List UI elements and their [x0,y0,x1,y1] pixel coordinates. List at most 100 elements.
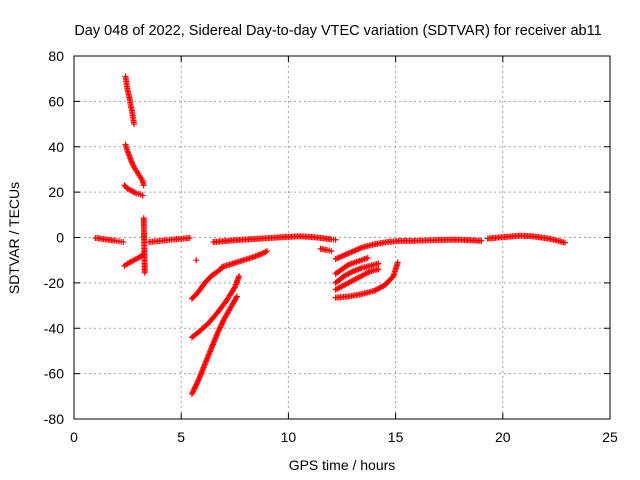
data-point [249,254,256,261]
data-series [193,257,200,264]
data-point [326,247,333,254]
data-point [228,261,235,268]
data-series [92,234,127,246]
data-point [218,321,225,328]
tick-labels: 0 5 10 15 20 25 -80 -60 -40 -20 0 20 40 60 80 [44,48,618,445]
data-point [219,318,226,325]
data-point [212,270,219,277]
data-point [127,101,134,108]
data-point [356,265,363,272]
x-axis-label: GPS time / hours [289,457,396,473]
data-series [122,141,147,189]
data-point [140,180,147,187]
x-tick-label: 25 [602,429,618,445]
data-point [369,288,376,295]
data-point [118,238,125,245]
data-point [128,105,135,112]
data-point [206,275,213,282]
data-point [122,261,129,268]
y-tick-label: 40 [48,139,64,155]
x-tick-label: 20 [495,429,511,445]
x-tick-label: 10 [281,429,297,445]
data-series [317,245,335,255]
y-tick-label: 20 [48,184,64,200]
data-point [553,237,560,244]
data-point [192,382,199,389]
data-point [192,384,199,391]
data-point [134,169,141,176]
data-point [262,248,269,255]
data-point [195,329,202,336]
data-point [350,260,357,267]
data-series [332,266,382,293]
data-point [113,238,120,245]
data-point [322,246,329,253]
data-series [188,273,243,341]
data-series [218,248,270,270]
data-series [188,293,240,398]
y-tick-label: -40 [44,320,64,336]
data-point [191,385,198,392]
data-series [188,265,225,302]
data-point [124,146,131,153]
data-point [130,162,137,169]
data-point [348,269,355,276]
data-point [344,251,351,258]
data-series [332,254,371,277]
data-point [217,324,224,331]
data-point [336,268,343,275]
data-point [126,152,133,159]
data-point [207,347,214,354]
data-point [132,165,139,172]
data-point [124,85,131,92]
data-point [185,235,192,242]
y-tick-label: -60 [44,366,64,382]
data-series [332,236,485,263]
data-point [141,268,148,275]
data-point [128,158,135,165]
x-tick-label: 15 [388,429,404,445]
data-point [356,245,363,252]
data-point [122,183,129,190]
data-point [379,283,386,290]
data-point [394,260,401,267]
data-point [131,189,138,196]
data-point [214,331,221,338]
data-point [373,261,380,268]
data-point [388,275,395,282]
data-point [219,320,226,327]
data-point [126,94,133,101]
data-point [233,294,240,301]
data-point [330,236,337,243]
data-point [235,274,242,281]
data-point [190,388,197,395]
data-point [190,386,197,393]
data-point [215,327,222,334]
data-point [136,172,143,179]
data-point [365,269,372,276]
data-series [332,260,382,286]
data-series [122,73,138,128]
data-point [215,328,222,335]
data-point [193,257,200,264]
data-point [373,266,380,273]
data-point [356,257,363,264]
data-series [121,182,146,199]
data-series [140,215,148,276]
data-point [194,378,201,385]
x-tick-label: 0 [70,429,78,445]
data-point [199,282,206,289]
data-point [221,300,228,307]
data-point [356,291,363,298]
data-point [138,176,145,183]
data-point [130,119,137,126]
data-point [363,255,370,262]
data-point [338,275,345,282]
data-series [146,234,193,246]
data-series [121,251,146,269]
data-series [210,233,339,246]
data-point [188,391,195,398]
data-point [342,263,349,270]
data-point [212,311,219,318]
